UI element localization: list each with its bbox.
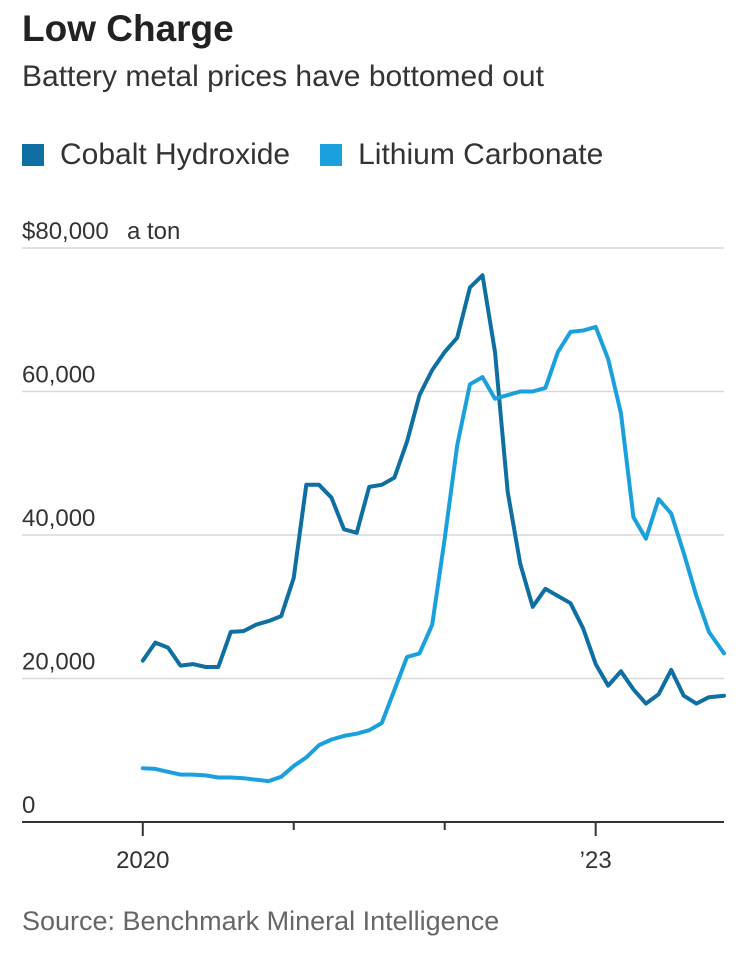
y-tick-label: 20,000 [22,649,95,676]
legend-item-cobalt: Cobalt Hydroxide [22,138,290,172]
line-chart: 0 20,000 40,000 60,000 $80,000 a ton 2020 ’23 [22,218,726,874]
legend: Cobalt Hydroxide Lithium Carbonate [22,138,633,172]
chart-title: Low Charge [22,8,234,49]
legend-label-cobalt: Cobalt Hydroxide [60,138,291,171]
legend-swatch-lithium [320,144,343,166]
chart-subtitle: Battery metal prices have bottomed out [22,60,544,93]
legend-swatch-cobalt [22,144,44,166]
legend-item-lithium: Lithium Carbonate [320,138,603,172]
series-line-cobalt [140,273,726,706]
y-tick-label: 40,000 [22,505,95,532]
legend-label-lithium: Lithium Carbonate [358,138,604,171]
source-note: Source: Benchmark Mineral Intelligence [22,906,500,936]
x-tick-label: ’23 [580,847,612,874]
y-tick-label: $80,000 [22,218,109,245]
x-tick-label: 2020 [116,847,169,874]
y-tick-label: 60,000 [22,362,95,389]
y-tick-label: 0 [22,792,35,819]
series-line-lithium [140,324,726,784]
y-unit-label: a ton [127,218,180,245]
